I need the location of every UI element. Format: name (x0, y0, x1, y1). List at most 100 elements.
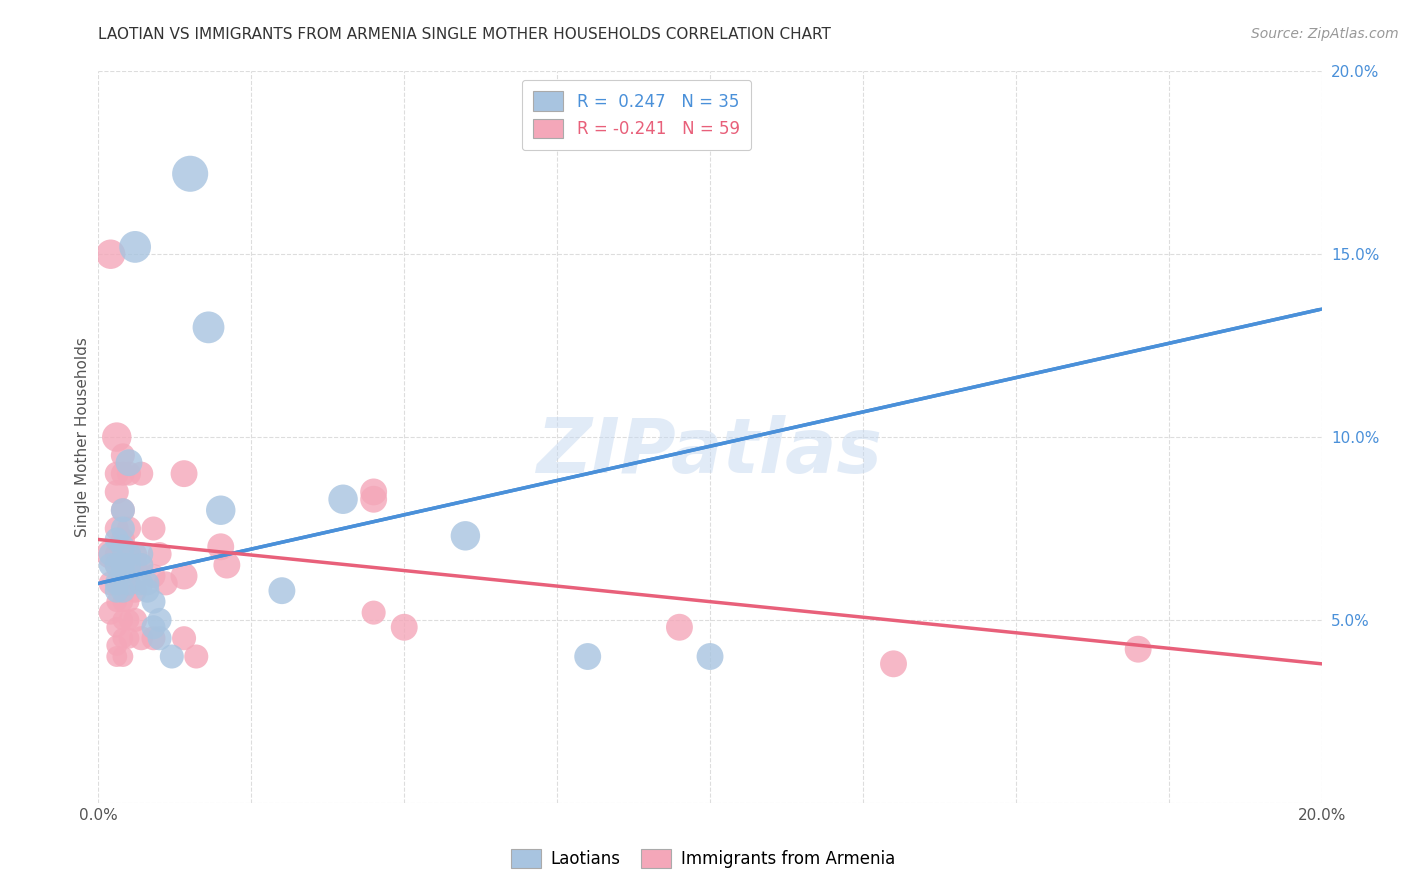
Point (173, 467, 195, 481)
Point (136, 576, 159, 591)
Point (576, 649, 599, 664)
Point (100, 558, 122, 573)
Text: ZIPatlas: ZIPatlas (537, 415, 883, 489)
Point (142, 569, 165, 583)
Point (105, 558, 128, 573)
Point (105, 547, 128, 561)
Point (883, 657, 905, 671)
Point (111, 503, 134, 517)
Point (105, 533, 128, 547)
Point (111, 521, 134, 535)
Point (215, 558, 238, 573)
Point (105, 620, 128, 634)
Text: Source: ZipAtlas.com: Source: ZipAtlas.com (1251, 27, 1399, 41)
Point (124, 583, 146, 598)
Point (129, 632, 152, 646)
Legend: Laotians, Immigrants from Armenia: Laotians, Immigrants from Armenia (505, 842, 901, 875)
Point (454, 529, 477, 543)
Point (129, 558, 152, 573)
Point (142, 594, 165, 608)
Point (136, 583, 159, 598)
Point (363, 485, 385, 500)
Point (111, 649, 134, 664)
Point (668, 620, 690, 634)
Point (209, 540, 232, 554)
Point (142, 620, 165, 634)
Point (118, 456, 141, 470)
Point (100, 576, 122, 591)
Point (124, 240, 146, 254)
Point (105, 576, 128, 591)
Point (100, 547, 122, 561)
Point (149, 613, 172, 627)
Point (111, 566, 134, 580)
Text: LAOTIAN VS IMMIGRANTS FROM ARMENIA SINGLE MOTHER HOUSEHOLDS CORRELATION CHART: LAOTIAN VS IMMIGRANTS FROM ARMENIA SINGL… (98, 27, 831, 42)
Point (160, 649, 183, 664)
Point (111, 449, 134, 463)
Point (105, 467, 128, 481)
Point (173, 569, 195, 583)
Point (118, 613, 141, 627)
Point (118, 547, 141, 561)
Point (118, 467, 141, 481)
Point (111, 583, 134, 598)
Point (173, 632, 195, 646)
Point (105, 430, 128, 444)
Point (118, 521, 141, 535)
Point (155, 576, 177, 591)
Point (179, 167, 201, 181)
Point (111, 558, 134, 573)
Point (209, 503, 232, 517)
Point (100, 547, 122, 561)
Point (118, 566, 141, 580)
Point (129, 576, 152, 591)
Legend: R =  0.247   N = 35, R = -0.241   N = 59: R = 0.247 N = 35, R = -0.241 N = 59 (522, 79, 751, 150)
Point (118, 632, 141, 646)
Point (111, 533, 134, 547)
Point (111, 467, 134, 481)
Point (105, 485, 128, 500)
Point (111, 547, 134, 561)
Point (124, 558, 146, 573)
Point (1128, 642, 1150, 657)
Point (111, 632, 134, 646)
Point (111, 540, 134, 554)
Point (111, 503, 134, 517)
Point (111, 558, 134, 573)
Point (142, 632, 165, 646)
Point (105, 558, 128, 573)
Point (118, 547, 141, 561)
Point (186, 649, 208, 664)
Point (332, 492, 354, 507)
Point (363, 492, 385, 507)
Point (149, 547, 172, 561)
Point (105, 576, 128, 591)
Point (100, 247, 122, 261)
Point (129, 547, 152, 561)
Point (270, 583, 292, 598)
Point (118, 594, 141, 608)
Point (197, 320, 219, 334)
Point (118, 576, 141, 591)
Point (105, 649, 128, 664)
Point (118, 558, 141, 573)
Point (129, 558, 152, 573)
Point (105, 521, 128, 535)
Point (111, 594, 134, 608)
Point (149, 632, 172, 646)
Point (129, 467, 152, 481)
Point (118, 576, 141, 591)
Point (111, 613, 134, 627)
Point (105, 639, 128, 653)
Point (363, 606, 385, 620)
Point (699, 649, 721, 664)
Point (392, 620, 416, 634)
Point (105, 583, 128, 598)
Point (100, 606, 122, 620)
Point (124, 613, 146, 627)
Y-axis label: Single Mother Households: Single Mother Households (75, 337, 90, 537)
Point (105, 594, 128, 608)
Point (142, 521, 165, 535)
Point (111, 576, 134, 591)
Point (124, 547, 146, 561)
